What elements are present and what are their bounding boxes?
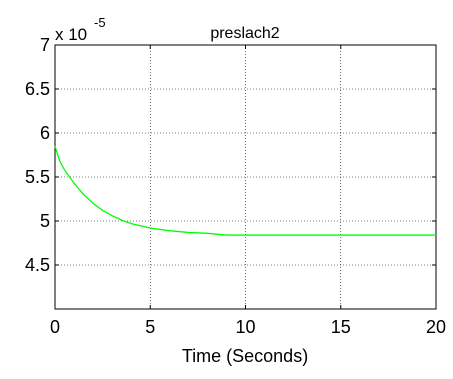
x-axis-label: Time (Seconds) <box>182 346 308 366</box>
y-tick-label: 7 <box>40 35 50 55</box>
y-tick-label: 5 <box>40 211 50 231</box>
series-line <box>54 146 436 236</box>
y-axis-exponent-power: -5 <box>94 15 106 30</box>
x-tick-label: 0 <box>50 317 60 337</box>
axis-ticks <box>54 44 437 309</box>
series-group <box>54 146 436 236</box>
y-tick-label: 6.5 <box>25 79 50 99</box>
x-tick-label: 20 <box>426 317 446 337</box>
x-tick-label: 10 <box>235 317 255 337</box>
grid-lines <box>55 45 436 309</box>
x-tick-label: 15 <box>331 317 351 337</box>
y-tick-label: 4.5 <box>25 255 50 275</box>
y-tick-labels: 4.5 5 5.5 6 6.5 7 <box>25 35 50 275</box>
y-tick-label: 5.5 <box>25 167 50 187</box>
chart-title: preslach2 <box>210 25 279 42</box>
x-tick-labels: 0 5 10 15 20 <box>50 317 446 337</box>
x-tick-label: 5 <box>145 317 155 337</box>
y-axis-exponent-base: x 10 <box>55 25 87 44</box>
y-tick-label: 6 <box>40 123 50 143</box>
